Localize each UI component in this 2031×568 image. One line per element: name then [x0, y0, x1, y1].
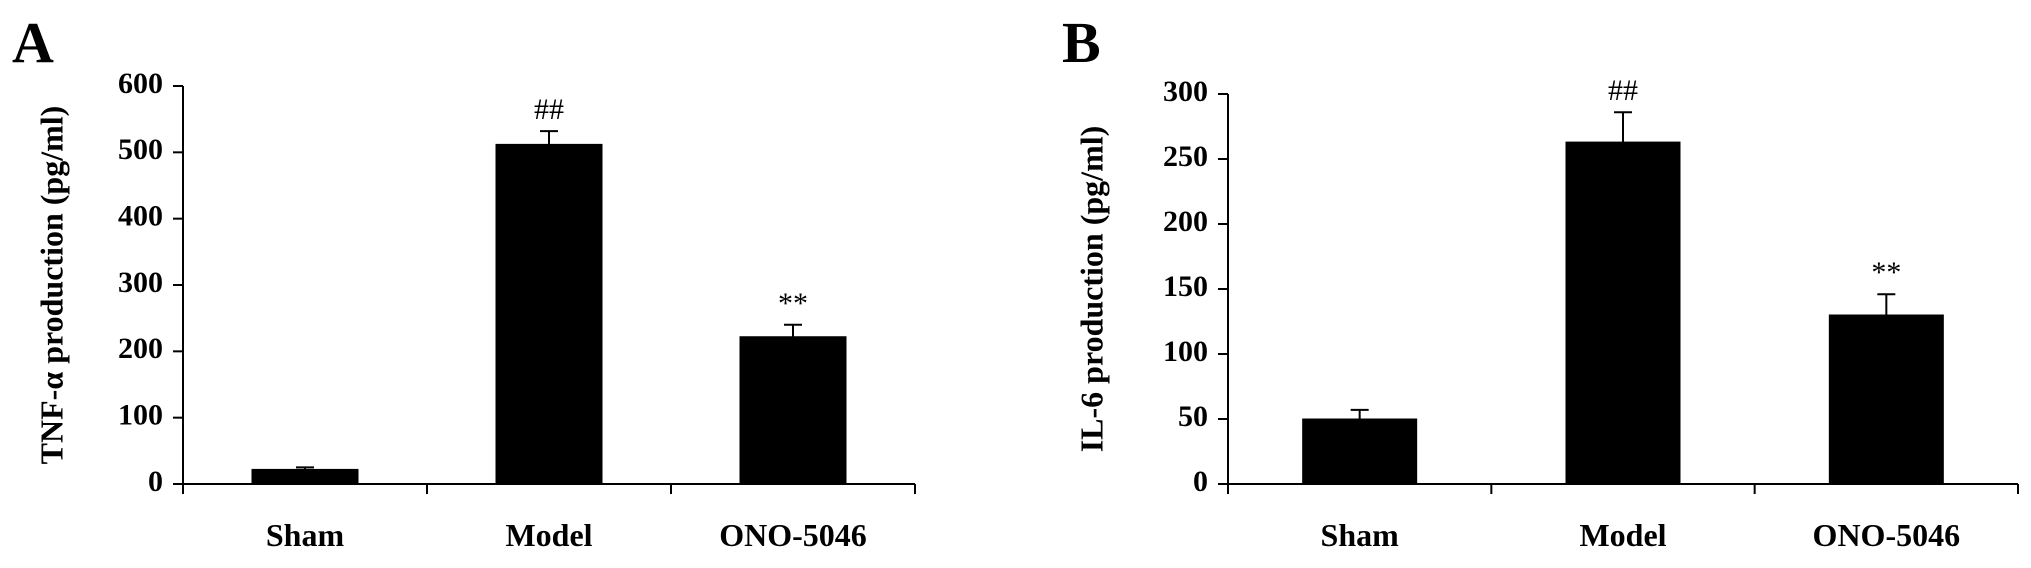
x-tick-label: Model	[505, 517, 592, 553]
bar-ono-5046	[1828, 314, 1944, 485]
x-tick-label: ONO-5046	[1813, 517, 1961, 553]
y-tick-label: 500	[118, 133, 163, 166]
panel-letter: B	[1062, 10, 1101, 75]
bar-sham	[1302, 418, 1418, 485]
y-tick-label: 100	[1163, 335, 1208, 368]
y-tick-label: 400	[118, 200, 163, 233]
y-tick-label: 0	[148, 465, 163, 498]
significance-marker: **	[1871, 256, 1901, 289]
chart-panel-b: B IL-6 production (pg/ml) 0 50 100 150 200 250 3…	[1062, 10, 2019, 553]
bar-sham	[251, 468, 359, 485]
y-tick-label: 200	[1163, 205, 1208, 238]
y-tick-label: 0	[1193, 465, 1208, 498]
x-tick-label: Sham	[266, 517, 345, 553]
y-tick-label: 600	[118, 67, 163, 100]
bar-model	[1565, 141, 1681, 485]
significance-marker: ##	[1608, 74, 1638, 107]
chart-panel-a: A TNF-α production (pg/ml) 0 100 200 300 400 50…	[12, 10, 916, 553]
x-tick-label: Model	[1579, 517, 1666, 553]
bar-ono-5046	[739, 336, 847, 485]
x-tick-label: Sham	[1321, 517, 1400, 553]
y-tick-label: 300	[1163, 75, 1208, 108]
y-tick-label: 250	[1163, 140, 1208, 173]
y-tick-label: 300	[118, 266, 163, 299]
y-axis-label: IL-6 production (pg/ml)	[1073, 126, 1109, 453]
y-tick-label: 200	[118, 332, 163, 365]
y-axis-label: TNF-α production (pg/ml)	[33, 106, 69, 465]
panel-letter: A	[12, 10, 54, 75]
x-tick-label: ONO-5046	[719, 517, 867, 553]
y-tick-label: 50	[1178, 400, 1208, 433]
y-tick-label: 150	[1163, 270, 1208, 303]
significance-marker: ##	[534, 93, 564, 126]
bar-model	[495, 143, 603, 485]
significance-marker: **	[778, 287, 808, 320]
y-tick-label: 100	[118, 399, 163, 432]
